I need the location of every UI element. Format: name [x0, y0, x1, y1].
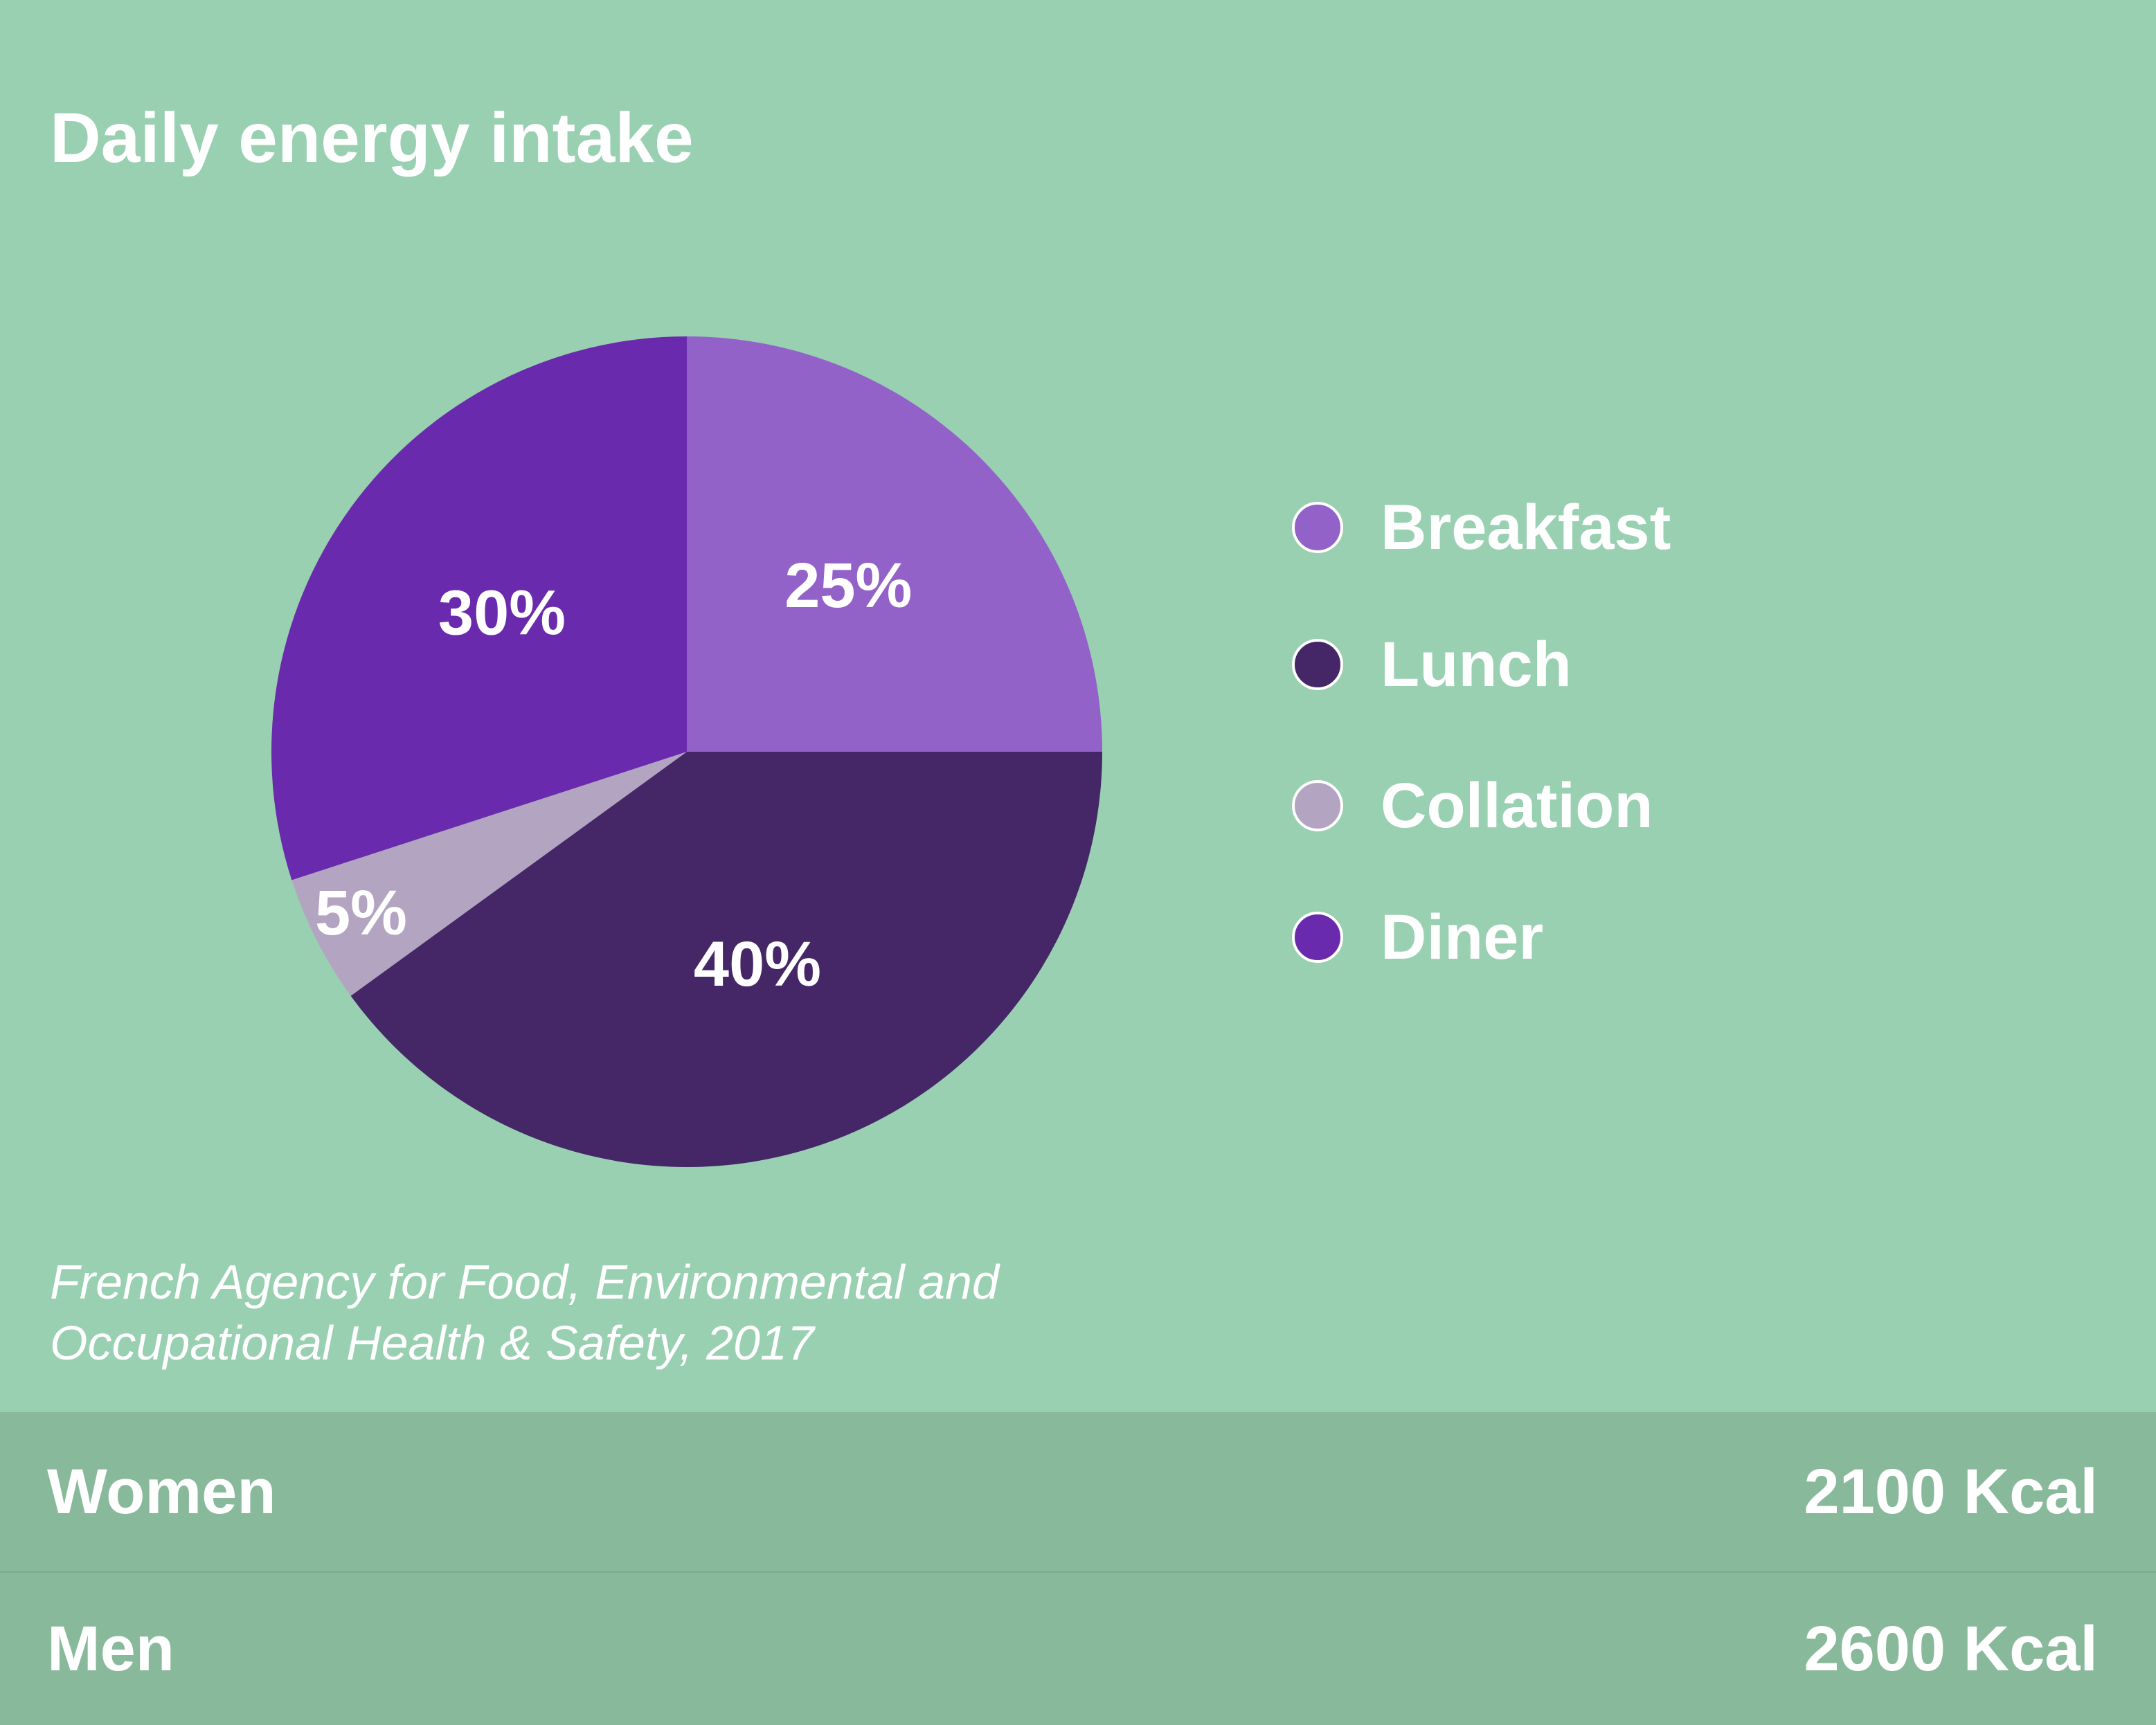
source-line-2: Occupational Health & Safety, 2017	[50, 1316, 814, 1370]
pie-slice-collation	[291, 752, 687, 996]
table-divider	[0, 1571, 2156, 1573]
legend-swatch-lunch	[1292, 639, 1343, 690]
chart-title: Daily energy intake	[50, 98, 694, 177]
pie-slice-diner	[271, 336, 687, 880]
pie-slice-lunch	[350, 752, 1103, 1167]
legend-label-breakfast: Breakfast	[1381, 492, 1671, 563]
pie-label-diner: 30%	[438, 577, 566, 648]
pie-label-lunch: 40%	[694, 929, 821, 1000]
pie-slice-breakfast	[687, 336, 1102, 752]
row-value-women: 2100 Kcal	[1804, 1456, 2098, 1527]
row-label-women: Women	[47, 1456, 276, 1527]
pie-label-collation: 5%	[315, 878, 407, 948]
pie-label-breakfast: 25%	[784, 550, 912, 621]
legend-item-collation: Collation	[1292, 771, 1777, 840]
legend-swatch-breakfast	[1292, 502, 1343, 553]
pie-chart: 25% 40% 5% 30%	[271, 336, 1103, 1167]
source-line-1: French Agency for Food, Environmental an…	[50, 1255, 999, 1309]
legend-label-lunch: Lunch	[1381, 629, 1572, 700]
legend-item-diner: Diner	[1292, 903, 1777, 972]
legend-swatch-collation	[1292, 780, 1343, 831]
legend-swatch-diner	[1292, 912, 1343, 963]
row-label-men: Men	[47, 1613, 174, 1684]
legend-label-collation: Collation	[1381, 770, 1653, 841]
table-row-women: Women 2100 Kcal	[0, 1412, 2156, 1571]
row-value-men: 2600 Kcal	[1804, 1613, 2098, 1684]
legend-item-lunch: Lunch	[1292, 630, 1777, 699]
table-row-men: Men 2600 Kcal	[0, 1573, 2156, 1725]
legend-item-breakfast: Breakfast	[1292, 493, 1777, 562]
source-note: French Agency for Food, Environmental an…	[50, 1252, 1365, 1373]
legend-label-diner: Diner	[1381, 902, 1544, 973]
